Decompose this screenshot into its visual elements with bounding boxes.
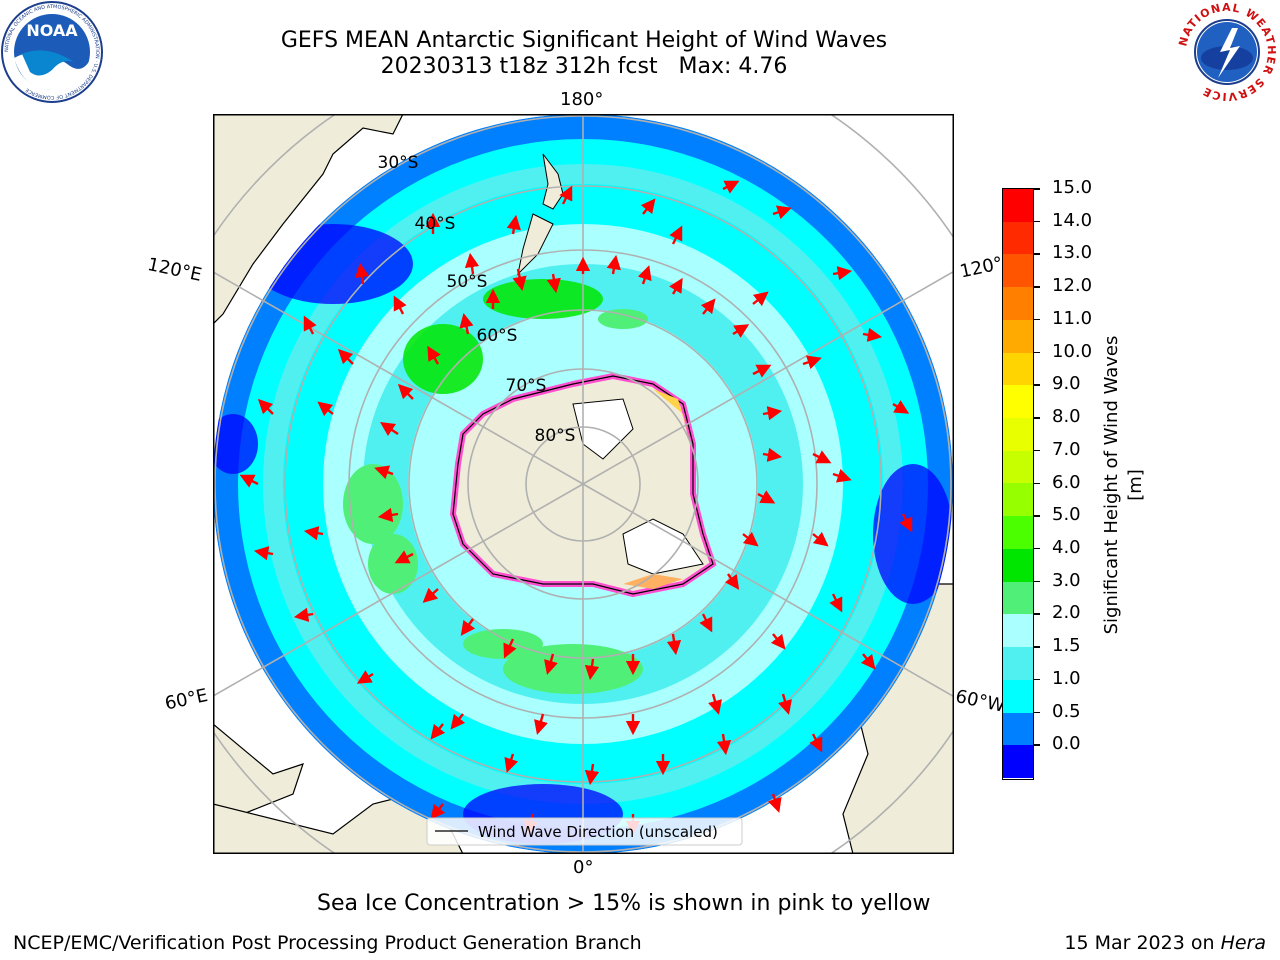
colorbar-tick-label: 3.0	[1052, 569, 1081, 591]
chart-title: GEFS MEAN Antarctic Significant Height o…	[280, 28, 888, 53]
chart-subtitle: 20230313 t18z 312h fcst Max: 4.76	[380, 54, 788, 79]
colorbar-tick	[1034, 744, 1040, 746]
colorbar-tick-label: 11.0	[1052, 307, 1093, 329]
colorbar-tick	[1034, 449, 1040, 452]
noaa-logo: NOAA NATIONAL OCEANIC AND ATMOSPHERIC AD…	[1, 1, 103, 103]
colorbar-tick-label: 12.0	[1052, 275, 1093, 297]
land-madagascar	[213, 723, 304, 815]
lon-label-60e: 60°E	[163, 685, 210, 715]
colorbar-tick-label: 14.0	[1052, 209, 1093, 231]
lon-label-120e: 120°E	[145, 254, 204, 286]
lon-label-120w: 120°	[958, 252, 1005, 283]
colorbar-segment	[1003, 287, 1033, 320]
colorbar-tick	[1034, 613, 1040, 615]
colorbar-segment	[1003, 352, 1033, 386]
lat-label-40s: 40°S	[415, 214, 456, 234]
colorbar-tick	[1034, 253, 1040, 255]
nws-logo: NATIONAL WEATHER SERVICE	[1176, 1, 1277, 103]
lon-label-60w: 60°W	[953, 686, 1007, 717]
colorbar-tick	[1034, 351, 1040, 354]
colorbar-segment	[1003, 712, 1033, 746]
map-legend: Wind Wave Direction (unscaled)	[426, 817, 743, 846]
lat-label-80s: 80°S	[535, 426, 576, 446]
ross-ice-shelf	[572, 398, 634, 460]
colorbar-tick-label: 13.0	[1052, 242, 1093, 264]
lat-label-70s: 70°S	[506, 376, 547, 396]
ronne-ice-shelf	[622, 518, 704, 575]
wave-direction-arrows	[239, 180, 913, 836]
colorbar-segment	[1003, 516, 1033, 549]
sea-ice-edge-high	[653, 389, 691, 444]
colorbar-segment	[1003, 254, 1033, 288]
colorbar-tick-label: 1.0	[1052, 667, 1081, 689]
colorbar-tick	[1034, 384, 1040, 386]
colorbar-tick-label: 0.0	[1052, 733, 1081, 755]
map-frame	[213, 114, 954, 854]
colorbar-tick	[1034, 188, 1040, 190]
footer-left: NCEP/EMC/Verification Post Processing Pr…	[13, 932, 642, 954]
colorbar-label: Significant Height of Wind Waves [m]	[1101, 335, 1146, 635]
graticule	[213, 114, 954, 854]
land-australia	[213, 114, 404, 325]
colorbar-tick-label: 7.0	[1052, 438, 1081, 460]
colorbar-segment	[1003, 385, 1033, 419]
footer-machine: Hera	[1220, 932, 1266, 954]
colorbar-tick	[1034, 646, 1040, 648]
noaa-logo-text: NOAA	[26, 21, 78, 40]
lon-label-0: 0°	[573, 857, 594, 878]
lon-label-180: 180°	[560, 89, 604, 110]
land-new-zealand	[542, 153, 564, 210]
colorbar-tick	[1034, 318, 1040, 321]
colorbar	[1002, 188, 1034, 780]
colorbar-segment	[1003, 745, 1033, 778]
colorbar-tick	[1034, 417, 1040, 419]
colorbar-segment	[1003, 450, 1033, 484]
colorbar-tick-label: 0.5	[1052, 700, 1081, 722]
colorbar-tick-label: 8.0	[1052, 406, 1081, 428]
colorbar-tick-label: 10.0	[1052, 340, 1093, 362]
map-panel: 30°S 40°S 50°S 60°S 70°S 80°S Wind Wave …	[213, 114, 954, 854]
colorbar-segment	[1003, 483, 1033, 517]
colorbar-segment	[1003, 679, 1033, 713]
colorbar-tick-label: 15.0	[1052, 177, 1093, 198]
footer-right: 15 Mar 2023 on Hera	[1064, 932, 1266, 954]
footer-date: 15 Mar 2023 on	[1064, 932, 1221, 954]
colorbar-segment	[1003, 647, 1033, 680]
colorbar-segment	[1003, 581, 1033, 615]
colorbar-tick-label: 1.5	[1052, 635, 1081, 657]
colorbar-tick	[1034, 547, 1040, 550]
colorbar-tick	[1034, 515, 1040, 517]
colorbar-tick	[1034, 580, 1040, 583]
colorbar-tick-label: 2.0	[1052, 602, 1081, 624]
colorbar-tick-label: 6.0	[1052, 471, 1081, 493]
legend-label: Wind Wave Direction (unscaled)	[478, 823, 718, 841]
colorbar-segment	[1003, 319, 1033, 353]
colorbar-tick-label: 4.0	[1052, 536, 1081, 558]
colorbar-tick-label: 5.0	[1052, 504, 1081, 526]
colorbar-segment	[1003, 189, 1033, 222]
colorbar-tick	[1034, 286, 1040, 288]
colorbar-ticks: 15.0 14.0 13.0 12.0 11.0 10.0 9.0 8.0 7.0 6.0 5.0 4…	[1034, 177, 1100, 790]
lat-label-50s: 50°S	[447, 272, 488, 292]
colorbar-tick	[1034, 220, 1040, 223]
colorbar-segment	[1003, 418, 1033, 451]
colorbar-segment	[1003, 548, 1033, 582]
sea-ice-note: Sea Ice Concentration > 15% is shown in …	[317, 891, 931, 916]
colorbar-segment	[1003, 614, 1033, 648]
colorbar-tick	[1034, 711, 1040, 714]
colorbar-tick	[1034, 482, 1040, 484]
colorbar-tick	[1034, 678, 1040, 681]
colorbar-segment	[1003, 221, 1033, 255]
lat-label-60s: 60°S	[477, 326, 518, 346]
colorbar-tick-label: 9.0	[1052, 373, 1081, 395]
lat-label-30s: 30°S	[378, 153, 419, 173]
